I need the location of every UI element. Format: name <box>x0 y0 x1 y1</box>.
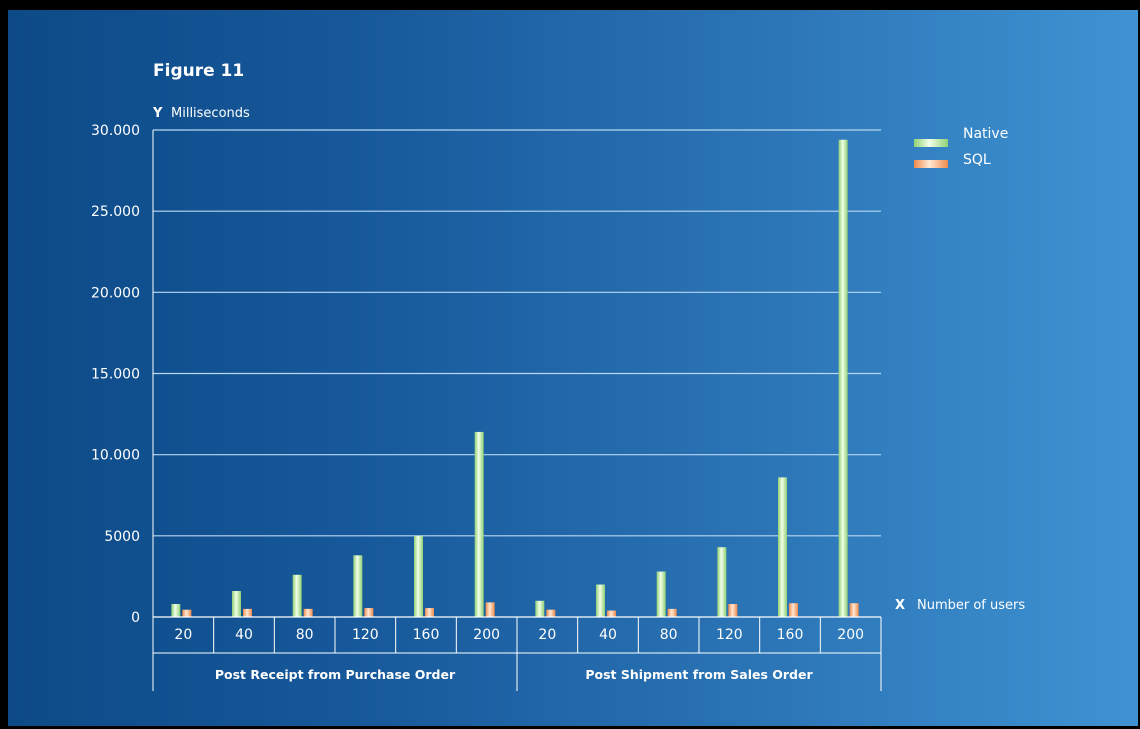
bar-native-120 <box>353 555 363 617</box>
legend-swatch-sql <box>914 160 948 168</box>
x-tick-label: 200 <box>473 627 500 643</box>
x-tick-label: 160 <box>413 627 440 643</box>
bar-sql-40 <box>607 610 616 617</box>
bar-native-200 <box>474 431 484 617</box>
bar-native-80 <box>656 571 666 617</box>
bar-native-80 <box>292 574 302 617</box>
bar-sql-200 <box>485 602 495 617</box>
y-tick-label: 0 <box>131 610 140 626</box>
bar-sql-80 <box>303 608 313 617</box>
legend-swatch-native <box>914 139 948 147</box>
legend-label-sql: SQL <box>963 152 991 168</box>
bar-sql-160 <box>425 608 434 617</box>
x-tick-label: 120 <box>352 627 379 643</box>
bar-sql-20 <box>182 609 192 617</box>
bar-native-120 <box>717 547 727 617</box>
x-tick-label: 80 <box>660 627 678 643</box>
x-group-label: Post Shipment from Sales Order <box>585 667 813 682</box>
bar-native-20 <box>535 600 545 617</box>
x-group-label: Post Receipt from Purchase Order <box>215 667 456 682</box>
bar-sql-120 <box>728 604 738 617</box>
chart: Figure 11 Y Milliseconds X Number of use… <box>91 61 1025 691</box>
chart-panel: Figure 11 Y Milliseconds X Number of use… <box>8 10 1138 726</box>
x-tick-label: 160 <box>777 627 804 643</box>
x-tick-label: 80 <box>296 627 314 643</box>
bar-native-40 <box>596 584 605 617</box>
legend-label-native: Native <box>963 126 1008 142</box>
x-tick-label: 20 <box>174 627 192 643</box>
bar-sql-120 <box>364 608 374 617</box>
legend: Native SQL <box>914 126 1008 168</box>
x-axis: 20 40 80 120 160 200 20 40 80 120 160 200 Post Recei… <box>152 616 882 691</box>
y-tick-label: 25.000 <box>91 204 140 220</box>
y-axis-letter: Y <box>152 106 163 121</box>
bar-native-160 <box>778 477 787 617</box>
chart-title: Figure 11 <box>153 61 244 81</box>
y-tick-label: 15.000 <box>91 367 140 383</box>
y-tick-label: 5000 <box>104 529 140 545</box>
bar-sql-160 <box>789 603 798 617</box>
y-tick-label: 20.000 <box>91 285 140 301</box>
bar-native-160 <box>414 535 423 617</box>
y-tick-labels: 0 5000 10.000 15.000 20.000 25.000 30.000 <box>91 123 140 626</box>
x-tick-label: 40 <box>235 627 253 643</box>
bar-sql-20 <box>546 609 556 617</box>
x-axis-label: Number of users <box>917 598 1025 613</box>
bar-native-20 <box>171 604 181 617</box>
x-tick-label: 20 <box>538 627 556 643</box>
x-tick-label: 200 <box>837 627 864 643</box>
grid-lines <box>152 129 881 617</box>
bar-native-200 <box>838 139 848 618</box>
bar-sql-200 <box>849 603 859 617</box>
x-tick-label: 120 <box>716 627 743 643</box>
y-axis-label: Milliseconds <box>171 106 250 121</box>
x-tick-label: 40 <box>599 627 617 643</box>
bar-sql-80 <box>667 608 677 617</box>
bar-sql-40 <box>243 608 252 617</box>
y-tick-label: 10.000 <box>91 448 140 464</box>
bar-native-40 <box>232 591 241 617</box>
x-axis-letter: X <box>895 598 905 613</box>
bar-series <box>171 139 859 618</box>
y-tick-label: 30.000 <box>91 123 140 139</box>
